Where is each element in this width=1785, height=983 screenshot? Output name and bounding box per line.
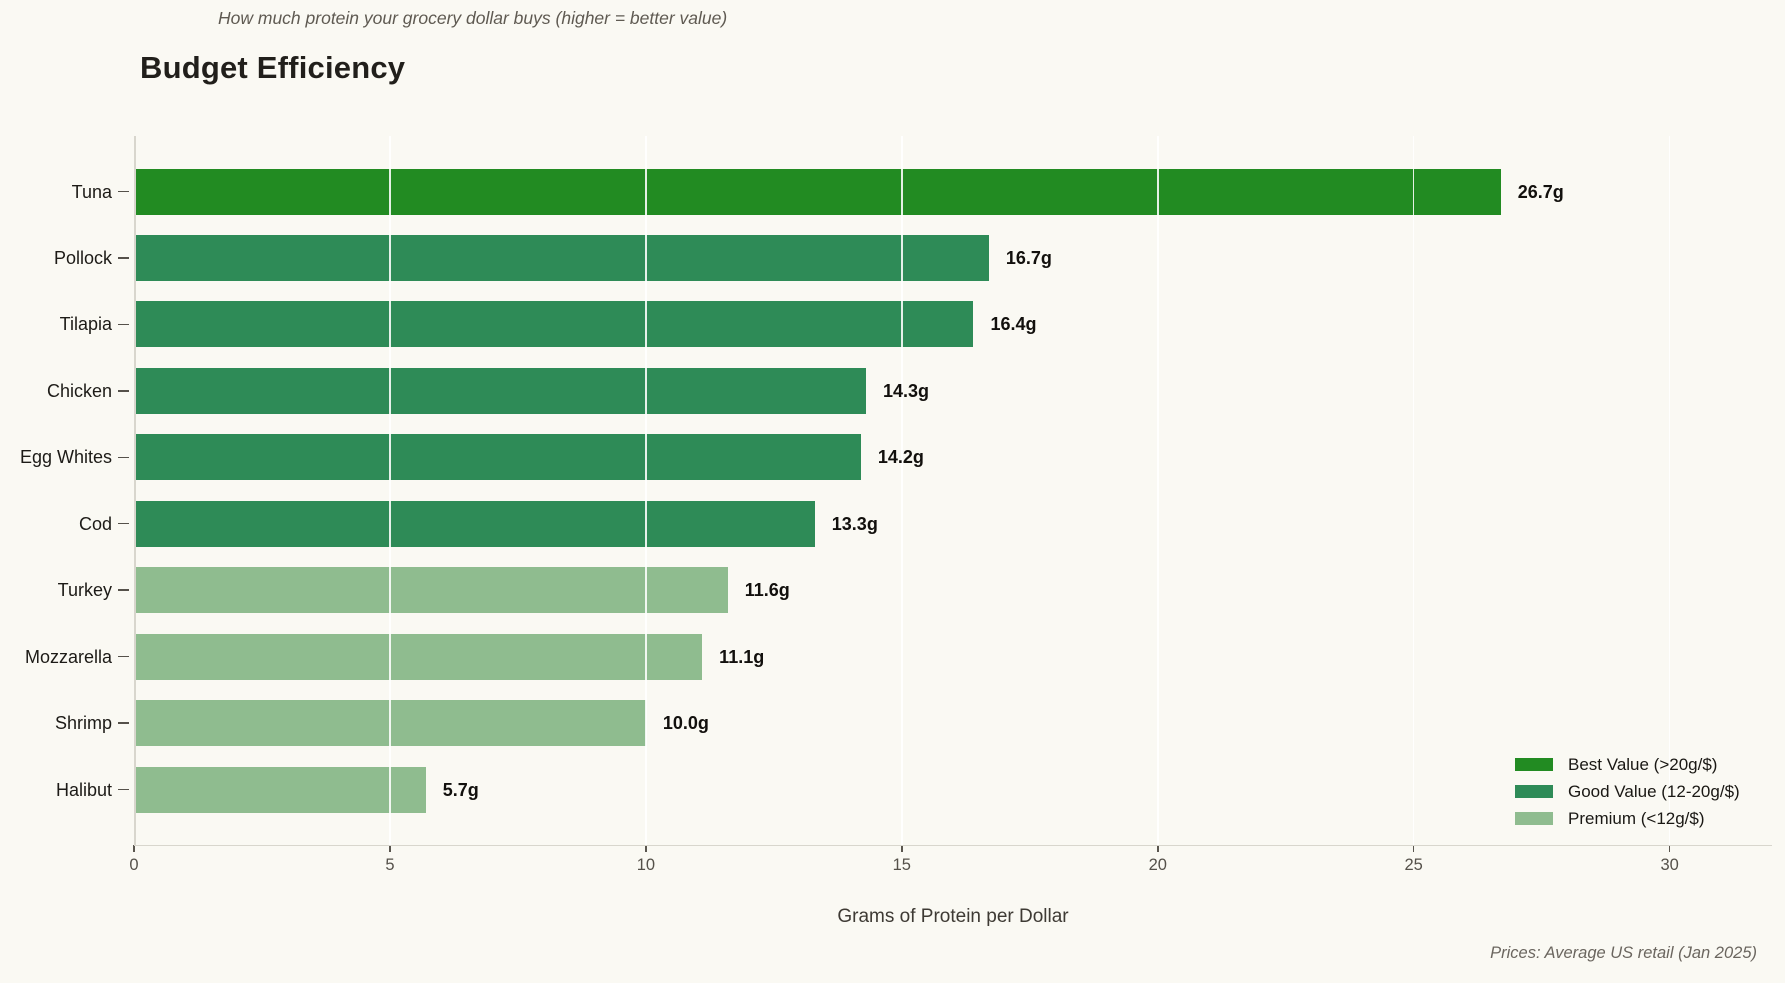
x-tick-label: 10 — [636, 856, 656, 874]
x-axis-title: Grams of Protein per Dollar — [837, 906, 1069, 927]
x-axis-spine — [134, 844, 1772, 846]
legend-swatch — [1515, 811, 1553, 826]
legend-label: Good Value (12-20g/$) — [1568, 781, 1740, 801]
category-label: Tilapia — [59, 314, 112, 335]
x-tick-mark — [1157, 845, 1159, 852]
bar-value-label: 14.2g — [877, 447, 924, 468]
x-tick-mark — [645, 845, 647, 852]
bar-value-label: 26.7g — [1517, 181, 1564, 202]
bar-value-label: 16.4g — [990, 314, 1037, 335]
bar-turkey — [134, 567, 728, 614]
x-tick-label: 20 — [1148, 856, 1167, 874]
category-label: Cod — [78, 513, 112, 534]
x-tick-mark — [389, 845, 391, 852]
bar-tilapia — [134, 301, 974, 348]
bar-value-label: 11.1g — [719, 646, 765, 667]
y-tick-mark — [118, 589, 129, 591]
bar-chicken — [134, 367, 866, 414]
y-tick-mark — [118, 390, 129, 392]
chart-legend: Best Value (>20g/$) Good Value (12-20g/$)… — [1515, 751, 1740, 832]
legend-row: Best Value (>20g/$) — [1515, 751, 1740, 778]
source-footnote: Prices: Average US retail (Jan 2025) — [1490, 944, 1757, 962]
bar-value-label: 13.3g — [831, 513, 878, 534]
bar-value-label: 14.3g — [882, 380, 929, 401]
legend-label: Premium (<12g/$) — [1568, 808, 1705, 828]
x-tick-label: 25 — [1404, 856, 1423, 874]
x-tick-label: 30 — [1660, 856, 1679, 874]
category-label: Chicken — [46, 380, 112, 401]
chart-subtitle: How much protein your grocery dollar buy… — [218, 8, 728, 28]
bar-halibut — [134, 766, 426, 813]
legend-row: Premium (<12g/$) — [1515, 805, 1740, 832]
x-tick-mark — [1668, 845, 1671, 852]
x-tick-mark — [1412, 845, 1415, 852]
x-gridline — [1668, 136, 1671, 845]
bar-egg-whites — [134, 434, 861, 481]
x-tick-mark — [901, 845, 903, 852]
y-tick-mark — [118, 522, 129, 525]
x-tick-label: 15 — [892, 856, 911, 874]
x-tick-label: 0 — [129, 856, 139, 874]
y-tick-mark — [118, 722, 129, 724]
x-tick-label: 5 — [385, 856, 395, 874]
bar-value-label: 11.6g — [744, 580, 790, 601]
category-label: Tuna — [71, 181, 112, 202]
plot-area: 26.7g 16.7g 16.4g 14.3g 14.2g 13.3g 11.6g 11.1g… — [134, 136, 1772, 846]
bar-tuna — [134, 168, 1501, 215]
category-label: Mozzarella — [24, 646, 112, 667]
bar-cod — [134, 500, 815, 547]
bar-value-label: 10.0g — [662, 713, 709, 734]
y-tick-mark — [118, 257, 129, 259]
x-gridline — [901, 136, 903, 845]
y-tick-mark — [118, 323, 129, 326]
x-gridline — [1157, 136, 1159, 845]
x-tick-mark — [133, 845, 135, 852]
y-axis-spine — [134, 136, 136, 845]
category-label: Halibut — [55, 779, 112, 800]
legend-swatch — [1515, 757, 1553, 772]
legend-swatch — [1515, 784, 1553, 799]
x-gridline — [1412, 136, 1415, 845]
legend-label: Best Value (>20g/$) — [1568, 754, 1718, 774]
y-tick-mark — [118, 788, 129, 791]
category-label: Shrimp — [54, 713, 112, 734]
bar-value-label: 5.7g — [442, 779, 479, 800]
x-gridline — [389, 136, 391, 845]
y-tick-mark — [118, 456, 129, 459]
chart-title: Budget Efficiency — [140, 50, 406, 85]
bar-pollock — [134, 234, 989, 281]
category-label: Turkey — [57, 580, 112, 601]
legend-row: Good Value (12-20g/$) — [1515, 778, 1740, 805]
x-gridline — [645, 136, 647, 845]
y-tick-mark — [118, 655, 129, 658]
bar-mozzarella — [134, 633, 703, 680]
category-label: Pollock — [53, 247, 112, 268]
category-label: Egg Whites — [19, 447, 112, 468]
bar-value-label: 16.7g — [1005, 247, 1052, 268]
y-tick-mark — [118, 190, 129, 193]
